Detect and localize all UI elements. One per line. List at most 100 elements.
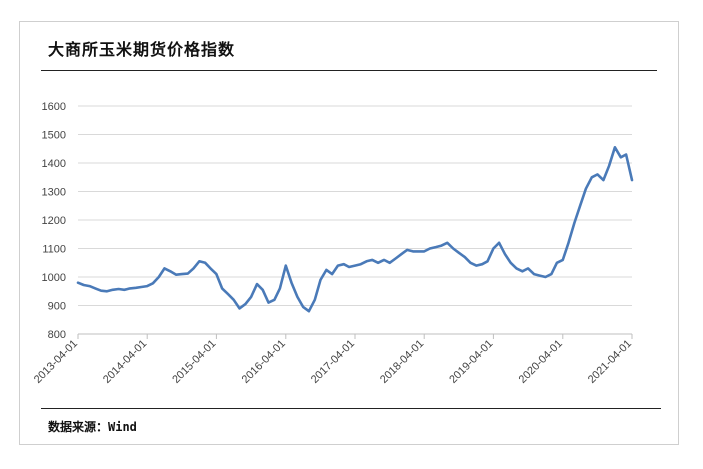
y-tick-label: 1200: [42, 215, 66, 227]
data-point: [261, 288, 264, 291]
data-point: [492, 247, 495, 250]
data-point: [111, 288, 114, 291]
data-point: [383, 259, 385, 261]
data-point: [348, 266, 350, 268]
data-point: [308, 310, 310, 313]
data-point: [579, 204, 581, 207]
data-point: [77, 281, 79, 284]
data-point: [273, 298, 276, 301]
data-point: [256, 283, 258, 285]
data-point: [331, 273, 333, 275]
data-point: [290, 281, 293, 284]
data-point: [94, 287, 97, 290]
data-point: [567, 241, 570, 244]
data-point: [446, 241, 449, 244]
data-point: [279, 287, 281, 290]
y-tick-label: 1100: [42, 244, 66, 256]
data-point: [573, 222, 576, 224]
data-point: [163, 267, 166, 270]
data-point: [365, 260, 368, 263]
data-point: [250, 296, 253, 298]
data-point: [590, 176, 593, 179]
data-point: [400, 253, 403, 256]
data-point: [406, 249, 408, 251]
data-point: [82, 284, 85, 286]
data-point: [631, 179, 633, 182]
x-tick-label: 2013-04-01: [32, 338, 80, 386]
data-point: [135, 286, 137, 289]
data-point: [354, 264, 356, 267]
data-point: [123, 288, 126, 291]
x-tick-label: 2015-04-01: [170, 338, 218, 386]
y-tick-label: 1500: [42, 130, 66, 142]
data-point: [181, 273, 183, 275]
x-tick-label: 2019-04-01: [447, 338, 495, 386]
data-point: [388, 261, 391, 264]
data-point: [157, 276, 160, 278]
data-point: [377, 261, 379, 264]
data-point: [140, 286, 143, 288]
data-point: [106, 290, 108, 293]
data-point: [614, 146, 616, 149]
data-point: [267, 301, 270, 304]
data-point: [117, 288, 120, 290]
data-point: [515, 267, 518, 270]
series-line: [76, 146, 634, 313]
data-point: [175, 273, 178, 276]
data-point: [556, 261, 558, 264]
data-point: [238, 307, 241, 310]
data-point: [608, 164, 610, 167]
footer-rule: [41, 408, 661, 409]
x-tick-label: 2020-04-01: [517, 338, 565, 386]
x-tick-label: 2021-04-01: [586, 338, 634, 386]
data-point: [319, 279, 322, 281]
y-tick-label: 1000: [42, 272, 66, 284]
chart-frame: [19, 21, 679, 445]
data-point: [186, 272, 189, 275]
data-point: [463, 256, 466, 258]
data-point: [533, 273, 535, 275]
data-point: [371, 259, 374, 261]
data-point: [227, 293, 229, 295]
data-point: [561, 259, 564, 261]
data-point: [434, 246, 437, 249]
data-point: [296, 296, 299, 298]
data-point: [504, 253, 506, 256]
y-tick-label: 900: [48, 301, 66, 313]
data-point: [481, 263, 484, 266]
data-point: [302, 306, 304, 308]
data-point: [152, 282, 154, 285]
data-point: [204, 261, 207, 264]
data-point: [452, 247, 455, 250]
data-point: [100, 289, 102, 292]
chart-title: 大商所玉米期货价格指数: [48, 40, 236, 59]
y-tick-label: 1600: [42, 101, 66, 113]
data-point: [313, 298, 316, 301]
data-point: [585, 187, 587, 190]
data-point: [232, 298, 235, 301]
data-point: [284, 264, 287, 267]
data-point: [469, 261, 472, 264]
data-point: [215, 273, 218, 275]
data-point: [325, 269, 328, 271]
x-tick-label: 2017-04-01: [309, 338, 357, 386]
y-tick-label: 800: [48, 329, 66, 341]
y-tick-label: 1300: [42, 187, 66, 199]
data-point: [359, 263, 362, 266]
x-tick-label: 2014-04-01: [101, 338, 149, 386]
data-point: [498, 241, 500, 244]
data-point: [596, 173, 599, 176]
data-point: [221, 287, 224, 290]
data-point: [423, 250, 426, 253]
data-point: [209, 267, 212, 270]
data-point: [509, 261, 512, 264]
data-point: [198, 260, 201, 263]
data-point: [619, 156, 622, 159]
data-point: [602, 179, 605, 182]
title-rule: [41, 70, 657, 71]
data-point: [417, 250, 420, 253]
data-source-note: 数据来源：Wind: [48, 420, 137, 434]
data-point: [475, 264, 478, 267]
data-point: [538, 274, 541, 277]
data-point: [169, 270, 172, 273]
